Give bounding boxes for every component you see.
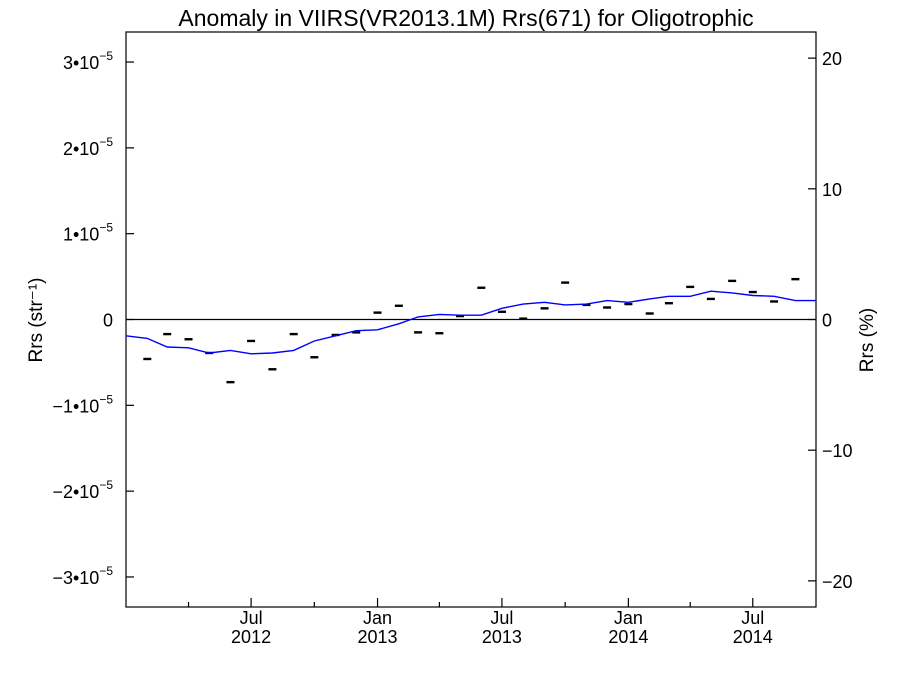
x-tick-label-month: Jan bbox=[614, 608, 643, 628]
y2-tick-label: 10 bbox=[822, 180, 842, 200]
y-tick-label: −1•10−5 bbox=[52, 392, 113, 416]
x-tick-label-year: 2014 bbox=[733, 627, 773, 647]
x-tick-label-year: 2014 bbox=[608, 627, 648, 647]
y-axis-left: 3•10−5 2•10−5 1•10−5 0 −1•10−5 −2•10−5 −3•10−5 bbox=[52, 49, 134, 588]
y-tick-label: 2•10−5 bbox=[63, 135, 113, 159]
y-tick-label: −3•10−5 bbox=[52, 564, 113, 588]
y2-axis-label: Rrs (%) bbox=[857, 308, 878, 372]
series-layer bbox=[125, 277, 816, 384]
x-tick-label-month: Jul bbox=[490, 608, 513, 628]
y-tick-label: 3•10−5 bbox=[63, 49, 113, 73]
x-tick-label-year: 2012 bbox=[231, 627, 271, 647]
x-tick-label-month: Jul bbox=[240, 608, 263, 628]
y-tick-label: 1•10−5 bbox=[63, 221, 113, 245]
trend-line bbox=[125, 290, 816, 355]
y-tick-label: −2•10−5 bbox=[52, 478, 113, 502]
y2-tick-label: −10 bbox=[822, 441, 853, 461]
y2-tick-label: 0 bbox=[822, 311, 832, 331]
chart-title: Anomaly in VIIRS(VR2013.1M) Rrs(671) for… bbox=[178, 5, 753, 31]
y2-tick-label: −20 bbox=[822, 572, 853, 592]
x-tick-label-month: Jul bbox=[741, 608, 764, 628]
y-axis-label: Rrs (str⁻¹) bbox=[26, 278, 47, 363]
x-tick-label-month: Jan bbox=[363, 608, 392, 628]
y-tick-label: 0 bbox=[103, 311, 113, 331]
y-axis-right: 20 10 0 −10 −20 bbox=[808, 49, 853, 592]
y2-tick-label: 20 bbox=[822, 49, 842, 69]
x-tick-label-year: 2013 bbox=[482, 627, 522, 647]
x-tick-label-year: 2013 bbox=[358, 627, 398, 647]
